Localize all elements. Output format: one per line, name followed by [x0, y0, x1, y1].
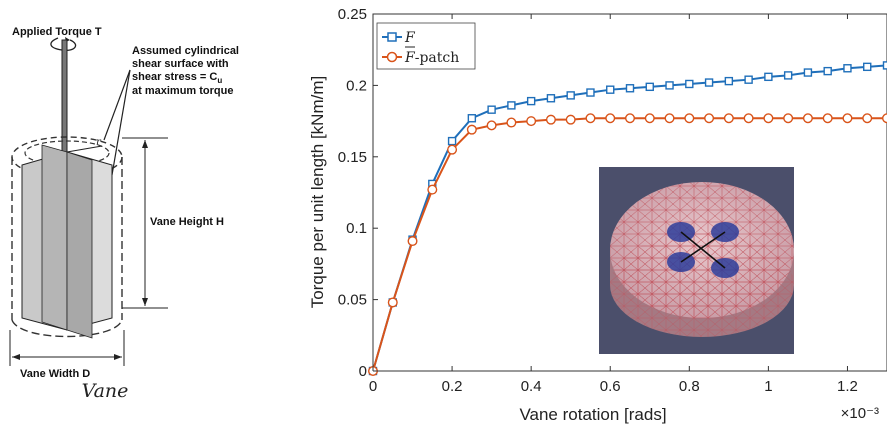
point-f [586, 88, 595, 97]
point-f-patch [783, 113, 794, 124]
point-f [882, 61, 887, 70]
point-f [764, 72, 773, 82]
point-f [665, 81, 674, 90]
vane-diagram: r Applied Torque T Assumed cylindrical s… [0, 0, 295, 430]
point-f-patch [447, 144, 458, 155]
assumed-sub: u [217, 76, 223, 86]
legend-fpatch-symbol: F [404, 50, 416, 66]
vane-width-label: Vane Width D [20, 368, 91, 380]
point-f-patch [664, 113, 675, 124]
point-f-patch [506, 117, 517, 128]
legend-fpatch-suffix: -patch [415, 50, 460, 66]
assumed-surface-line2: shear surface with [132, 58, 229, 70]
point-f-patch [466, 124, 477, 135]
y-tick-label: 0.05 [338, 292, 367, 309]
point-f [606, 85, 615, 94]
assumed-line3-text: shear stress = C [132, 71, 218, 83]
x-tick-label: 0.2 [442, 378, 463, 395]
x-tick-label: 1 [764, 378, 772, 395]
point-f [507, 101, 516, 110]
point-f [803, 68, 813, 77]
point-f [467, 114, 477, 123]
mesh-inset [599, 167, 794, 354]
assumed-surface-line4: at maximum torque [132, 85, 234, 97]
y-tick-label: 0.1 [346, 220, 367, 237]
legend: F F-patch [376, 22, 476, 70]
point-f-patch [743, 113, 754, 124]
point-f [724, 76, 734, 86]
point-f [487, 105, 496, 114]
point-f-patch [625, 113, 636, 124]
plot-frame [372, 13, 887, 372]
torque-chart: 0 0.2 0.4 0.6 0.8 1 1.2 0 0.05 0.1 0.15 0.2 0.25 F [308, 6, 887, 424]
point-f [625, 84, 635, 93]
applied-torque-label: Applied Torque T [12, 26, 102, 38]
svg-text:r: r [96, 137, 102, 148]
point-f-patch [427, 184, 438, 195]
point-f-patch [882, 113, 887, 124]
x-tick-label: 0.4 [521, 378, 542, 395]
x-tick-label: 0.6 [600, 378, 621, 395]
point-f-patch [763, 113, 774, 124]
x-tick-label: 0 [369, 378, 377, 395]
x-axis-multiplier: ×10⁻³ [841, 405, 879, 422]
point-f-patch [407, 236, 418, 247]
point-f [546, 94, 556, 103]
vane-drawing: r [9, 37, 168, 366]
point-f [823, 66, 832, 76]
y-tick-label: 0.2 [346, 77, 367, 94]
point-f-patch [862, 113, 873, 124]
point-f [685, 79, 694, 89]
point-f-patch [684, 113, 695, 124]
point-f-patch [545, 114, 556, 125]
assumed-surface-line1: Assumed cylindrical [132, 45, 239, 57]
point-f-patch [822, 113, 833, 124]
legend-label-fpatch: F-patch [404, 50, 459, 66]
series-layer [367, 61, 887, 377]
point-f-patch [723, 113, 734, 124]
y-axis-label: Torque per unit length [kNm/m] [308, 76, 327, 308]
point-f-patch [644, 113, 655, 124]
x-axis-label: Vane rotation [rads] [519, 405, 666, 424]
point-f-patch [605, 113, 616, 124]
y-tick-label: 0 [359, 363, 367, 380]
point-f [863, 62, 872, 72]
point-f [704, 78, 714, 87]
point-f [566, 91, 575, 100]
point-f-patch [842, 113, 853, 124]
vane-height-label: Vane Height H [150, 216, 224, 228]
y-tick-label: 0.25 [338, 6, 367, 23]
point-f [783, 71, 793, 80]
vane-caption: Vane [81, 380, 129, 402]
x-tick-label: 1.2 [837, 378, 858, 395]
point-f [447, 136, 457, 146]
point-f-patch [387, 297, 398, 308]
tick-layer: 0 0.2 0.4 0.6 0.8 1 1.2 0 0.05 0.1 0.15 0.2 0.25 [338, 6, 858, 395]
assumed-surface-line3: shear stress = Cu [132, 71, 222, 87]
x-tick-label: 0.8 [679, 378, 700, 395]
point-f [526, 96, 536, 106]
point-f-patch [565, 114, 576, 125]
legend-label-f: F [404, 30, 416, 46]
y-tick-label: 0.15 [338, 149, 367, 166]
point-f-patch [704, 113, 715, 124]
point-f-patch [585, 113, 596, 124]
point-f-patch [486, 120, 497, 131]
point-f [645, 82, 654, 92]
point-f [744, 75, 753, 84]
point-f-patch [802, 113, 813, 124]
vane-shaft [61, 39, 68, 161]
point-f-patch [526, 116, 537, 127]
point-f [843, 64, 852, 73]
axes-box [372, 13, 887, 372]
